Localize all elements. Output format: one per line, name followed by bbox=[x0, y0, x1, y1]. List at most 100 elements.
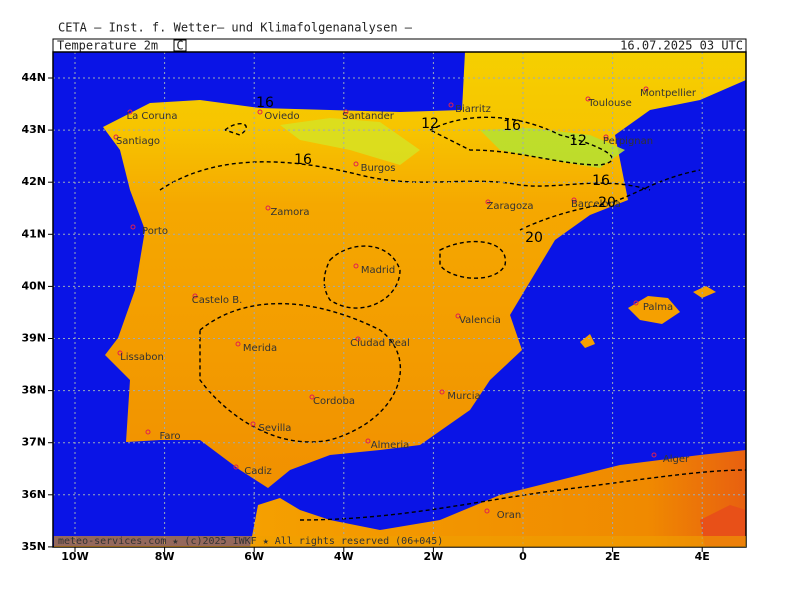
city-label: Ciudad Real bbox=[350, 338, 410, 349]
lon-label: 6W bbox=[244, 550, 264, 563]
city-label: Santander bbox=[342, 111, 395, 122]
axes: 44N 43N 42N 41N 40N 39N 38N 37N 36N 35N 10W 8W 6W 4W 2… bbox=[21, 71, 709, 563]
footer-text: meteo-services.com ★ (c)2025 IWKF ★ All … bbox=[58, 536, 443, 547]
city-label: La Coruna bbox=[127, 111, 178, 122]
city-label: Valencia bbox=[459, 315, 501, 326]
city-label: Cordoba bbox=[313, 396, 355, 407]
city-marker bbox=[353, 263, 359, 269]
lat-label: 39N bbox=[21, 332, 46, 345]
city-marker bbox=[643, 86, 649, 92]
contour-line bbox=[223, 122, 247, 136]
city-label: Barcelona bbox=[571, 199, 621, 210]
city-label: Lissabon bbox=[120, 352, 164, 363]
lat-label: 44N bbox=[21, 71, 46, 84]
footer-bar bbox=[54, 536, 746, 547]
lat-label: 40N bbox=[21, 279, 46, 292]
city-label: Murcia bbox=[447, 391, 480, 402]
lat-label: 38N bbox=[21, 384, 46, 397]
contour-label: 16 bbox=[256, 95, 274, 111]
city-label: Cadiz bbox=[244, 466, 272, 477]
city-marker bbox=[353, 161, 359, 167]
city-marker bbox=[585, 96, 591, 102]
city-marker bbox=[439, 389, 445, 395]
city-marker bbox=[127, 109, 133, 115]
city-marker bbox=[309, 394, 315, 400]
lon-label: 2W bbox=[424, 550, 444, 563]
lat-label: 35N bbox=[21, 540, 46, 553]
contour-line bbox=[519, 169, 701, 231]
city-label: Oviedo bbox=[264, 111, 299, 122]
lon-label: 8W bbox=[155, 550, 175, 563]
city-marker bbox=[265, 205, 271, 211]
field-name: Temperature 2m bbox=[57, 39, 158, 53]
city-marker bbox=[365, 438, 371, 444]
city-label: Madrid bbox=[361, 265, 395, 276]
contour-line bbox=[299, 469, 747, 521]
contour-line bbox=[159, 161, 651, 191]
city-label: Perpignan bbox=[603, 136, 653, 147]
city-label: Porto bbox=[142, 226, 168, 237]
city-marker bbox=[233, 464, 239, 470]
lon-label: 2E bbox=[605, 550, 620, 563]
city-marker bbox=[455, 313, 461, 319]
lat-label: 42N bbox=[21, 175, 46, 188]
city-label: Sevilla bbox=[259, 423, 292, 434]
lat-label: 37N bbox=[21, 436, 46, 449]
island-ibiza bbox=[580, 334, 595, 348]
contour-label: 16 bbox=[294, 152, 312, 168]
island-mallorca bbox=[628, 296, 680, 324]
contour-line bbox=[428, 116, 613, 166]
contour-labels: 16 16 12 16 12 16 20 20 bbox=[256, 95, 616, 246]
city-label: Biarritz bbox=[455, 104, 491, 115]
contour-label: 20 bbox=[598, 195, 616, 211]
city-label: Faro bbox=[160, 431, 181, 442]
contour-label: 16 bbox=[592, 173, 610, 189]
map-area bbox=[53, 52, 747, 547]
contour-label: 12 bbox=[421, 116, 439, 132]
contour-label: 20 bbox=[525, 230, 543, 246]
city-label: Almeria bbox=[371, 440, 410, 451]
city-marker bbox=[145, 429, 151, 435]
lon-label: 0 bbox=[519, 550, 527, 563]
lon-label: 10W bbox=[61, 550, 88, 563]
city-marker bbox=[257, 109, 263, 115]
city-marker bbox=[485, 199, 491, 205]
city-label: Palma bbox=[643, 302, 673, 313]
city-label: Burgos bbox=[361, 163, 396, 174]
header-title: CETA — Inst. f. Wetter— und Klimafolgena… bbox=[58, 21, 413, 35]
city-label: Castelo B. bbox=[192, 295, 243, 306]
island-menorca bbox=[693, 286, 716, 298]
grid bbox=[53, 52, 746, 547]
lat-label: 43N bbox=[21, 123, 46, 136]
city-label: Zaragoza bbox=[486, 201, 533, 212]
contour-label: 16 bbox=[503, 118, 521, 134]
city-marker bbox=[355, 336, 361, 342]
city-label: Zamora bbox=[270, 207, 309, 218]
city-marker bbox=[651, 452, 657, 458]
city-label: Alger bbox=[663, 454, 690, 465]
city-marker bbox=[603, 134, 609, 140]
lon-label: 4E bbox=[695, 550, 710, 563]
cities: La Coruna Oviedo Santander Biarritz Toulouse… bbox=[113, 86, 697, 521]
cool-zone-pyrenees bbox=[480, 128, 625, 168]
city-marker bbox=[192, 293, 198, 299]
lat-label: 36N bbox=[21, 488, 46, 501]
city-label: Santiago bbox=[116, 136, 160, 147]
city-marker bbox=[448, 102, 454, 108]
contour-line bbox=[323, 245, 401, 309]
city-marker bbox=[484, 508, 490, 514]
valid-time: 16.07.2025 03 UTC bbox=[620, 39, 743, 53]
unit: C bbox=[176, 39, 183, 53]
city-label: Toulouse bbox=[587, 98, 631, 109]
lon-label: 4W bbox=[334, 550, 354, 563]
city-label: Merida bbox=[243, 343, 277, 354]
city-marker bbox=[113, 134, 119, 140]
city-label: Montpellier bbox=[640, 88, 697, 99]
city-marker bbox=[130, 224, 136, 230]
contour-line bbox=[199, 302, 402, 443]
city-marker bbox=[633, 300, 639, 306]
city-marker bbox=[571, 197, 577, 203]
city-marker bbox=[343, 109, 349, 115]
